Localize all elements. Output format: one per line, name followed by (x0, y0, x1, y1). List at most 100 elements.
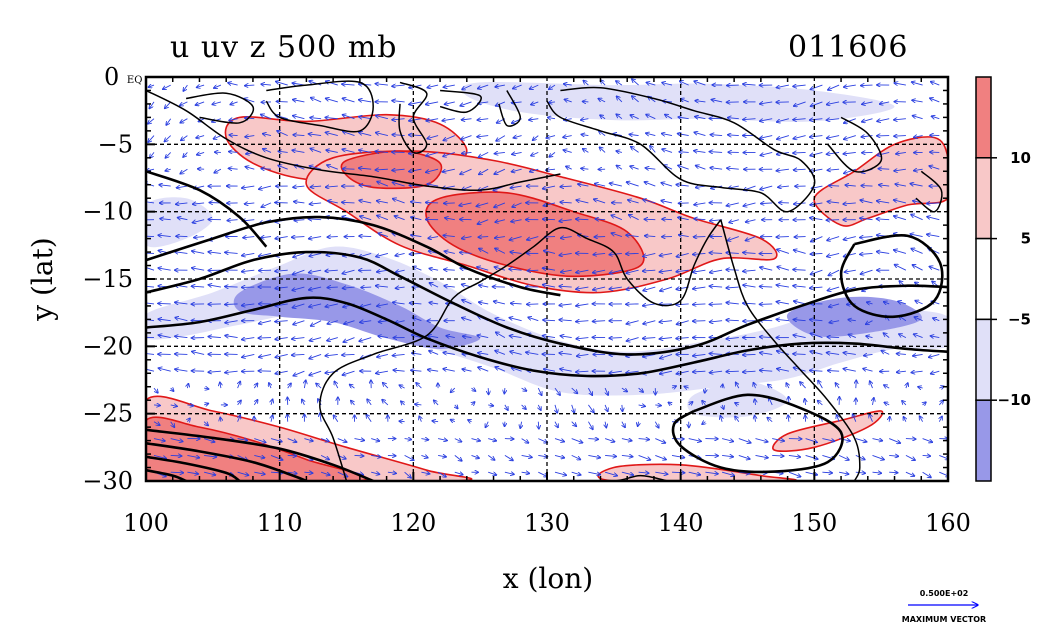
wind-vector-425 (826, 220, 840, 221)
wind-vector-875 (334, 381, 339, 389)
wind-vector-43 (861, 85, 873, 86)
wind-vector-144 (148, 135, 155, 143)
wind-vector-443 (327, 237, 338, 238)
y-axis-label: y (lat) (26, 237, 59, 321)
wind-vector-1086 (655, 454, 666, 459)
wind-vector-531 (191, 268, 205, 270)
wind-vector-544 (413, 267, 422, 271)
wind-vector-873 (304, 380, 305, 389)
wind-vector-841 (560, 369, 572, 371)
wind-vector-509 (626, 253, 639, 254)
wind-vector-818 (175, 369, 188, 371)
z-contour-8 (146, 455, 241, 481)
wind-vector-247 (261, 169, 272, 170)
wind-vector-23 (529, 84, 539, 89)
wind-vector-177 (694, 132, 706, 137)
wind-vector-3 (196, 85, 205, 87)
wind-vector-961 (170, 421, 175, 428)
colorbar-swatch-2 (975, 237, 992, 321)
wind-vector-203 (326, 150, 338, 152)
wind-vector-682 (310, 320, 322, 326)
wind-vector-281 (827, 169, 840, 170)
wind-vector-1054 (922, 438, 933, 443)
wind-vector-297 (293, 186, 305, 187)
wind-vector-830 (376, 371, 388, 373)
wind-vector-898 (722, 384, 723, 388)
wind-vector-895 (672, 386, 676, 388)
wind-vector-755 (726, 338, 739, 339)
wind-vector-1113 (304, 472, 313, 473)
z-contour-1 (146, 296, 948, 378)
wind-vector-30 (646, 82, 656, 85)
wind-vector-872 (288, 383, 292, 389)
wind-vector-540 (342, 269, 355, 274)
wind-vector-414 (644, 219, 656, 220)
wind-vector-1047 (805, 438, 818, 443)
wind-vector-108 (342, 115, 355, 120)
x-axis-label: x (lon) (503, 562, 593, 595)
wind-vector-727 (258, 338, 272, 339)
wind-vector-924 (351, 400, 355, 406)
wind-vector-1136 (688, 471, 701, 475)
vector-legend-magnitude: 0.500E+02 (920, 589, 969, 598)
wind-vector-788 (478, 353, 489, 355)
wind-vector-957 (902, 401, 907, 406)
wind-vector-765 (899, 334, 907, 339)
wind-vector-729 (292, 338, 305, 340)
wind-vector-580 (208, 285, 221, 287)
wind-vector-137 (826, 119, 840, 121)
wind-vector-362 (576, 200, 589, 204)
wind-vector-143 (931, 116, 940, 119)
wind-vector-393 (294, 220, 305, 221)
wind-vector-171 (599, 131, 606, 136)
wind-vector-840 (543, 369, 556, 371)
wind-vector-399 (394, 216, 405, 221)
wind-vector-1070 (387, 455, 396, 456)
wind-vector-29 (632, 79, 639, 86)
wind-vector-1001 (837, 415, 840, 422)
wind-vector-489 (293, 252, 305, 257)
wind-vector-807 (793, 354, 806, 355)
wind-vector-904 (818, 380, 823, 389)
wind-vector-596 (479, 285, 489, 287)
wind-vector-1027 (471, 439, 481, 441)
wind-vector-211 (462, 152, 472, 153)
coastline-7 (319, 219, 722, 481)
wind-vector-864 (153, 387, 158, 393)
wind-vector-724 (208, 337, 221, 338)
wind-vector-318 (644, 182, 656, 187)
wind-vector-301 (359, 185, 372, 186)
wind-vector-4 (214, 85, 222, 88)
wind-vector-1125 (504, 472, 514, 474)
wind-vector-985 (571, 421, 577, 427)
x-tick-label-5: 150 (791, 509, 837, 537)
wind-vector-1095 (805, 454, 819, 459)
wind-vector-908 (884, 385, 890, 388)
colorbar-label-2: −5 (1008, 310, 1031, 328)
wind-vector-519 (793, 250, 806, 254)
wind-vector-919 (271, 399, 273, 406)
wind-vector-52 (212, 102, 222, 105)
wind-vector-1052 (889, 438, 900, 444)
wind-vector-383 (926, 203, 940, 204)
wind-vector-1143 (805, 471, 818, 475)
wind-vector-429 (894, 216, 907, 221)
wind-vector-782 (377, 353, 389, 357)
wind-vector-515 (726, 253, 739, 254)
wind-vector-12 (342, 84, 355, 85)
wind-vector-507 (593, 253, 606, 254)
wind-vector-15 (392, 85, 405, 86)
wind-vector-767 (930, 336, 940, 338)
wind-vector-316 (609, 183, 623, 187)
wind-vector-387 (192, 219, 205, 223)
y-tick-label-0: 0 EQ (104, 63, 142, 91)
wind-vector-719 (933, 318, 940, 321)
wind-vector-1084 (621, 455, 633, 456)
wind-vector-182 (777, 135, 790, 140)
wind-vector-1033 (571, 438, 583, 443)
wind-vector-475 (860, 237, 873, 238)
x-tick-label-3: 130 (524, 509, 570, 537)
wind-vector-930 (455, 405, 458, 409)
wind-vector-869 (238, 381, 241, 389)
wind-vector-329 (828, 185, 840, 186)
